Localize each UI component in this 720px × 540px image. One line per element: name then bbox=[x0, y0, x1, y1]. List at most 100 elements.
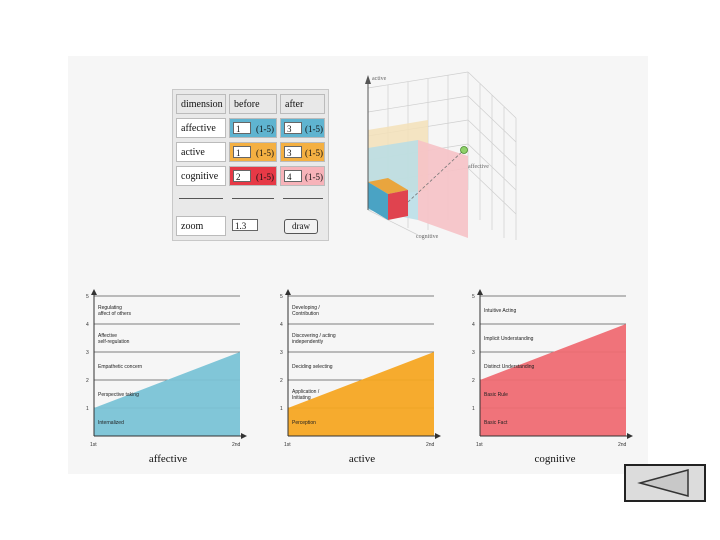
axis-label-affective: affective bbox=[468, 163, 489, 170]
x-tick-label: 1st bbox=[476, 442, 483, 448]
axis-arrow-icon bbox=[365, 75, 371, 84]
before-box-side bbox=[368, 182, 388, 220]
level-label: Developing / bbox=[292, 305, 320, 311]
level-label: affect of others bbox=[98, 311, 131, 317]
level-label: Application / bbox=[292, 389, 320, 395]
range-hint: (1-5) bbox=[305, 148, 323, 158]
level-label: Internalized bbox=[98, 420, 124, 426]
range-hint: (1-5) bbox=[256, 124, 274, 134]
x-axis-arrow-icon bbox=[241, 433, 247, 439]
level-label: Perspective taking bbox=[98, 392, 139, 398]
chart-cognitive-xlabel: cognitive bbox=[534, 453, 576, 465]
chart-cognitive-svg: 1 2 3 4 5 Basic Fact Basic Rule Distinct Unders… bbox=[472, 289, 633, 448]
back-triangle-icon bbox=[637, 469, 689, 497]
zoom-cell: 1.3 bbox=[229, 216, 277, 236]
level-label: Empathetic concern bbox=[98, 364, 142, 370]
level-label: Distinct Understanding bbox=[484, 364, 535, 370]
level-label: Perception bbox=[292, 420, 316, 426]
range-hint: (1-5) bbox=[305, 172, 323, 182]
level-label: Contribution bbox=[292, 311, 319, 317]
y-tick-label: 3 bbox=[86, 350, 89, 356]
before-box-front bbox=[388, 190, 408, 220]
level-label: independently bbox=[292, 339, 324, 345]
cognitive-before-input[interactable]: 2 bbox=[233, 170, 251, 182]
active-before-input[interactable]: 1 bbox=[233, 146, 251, 158]
y-tick-label: 5 bbox=[86, 294, 89, 300]
y-axis-arrow-icon bbox=[285, 289, 291, 295]
chart-affective: 1 2 3 4 5 Internalized Perspective taking Empat… bbox=[84, 286, 249, 456]
y-tick-label: 5 bbox=[280, 294, 283, 300]
x-tick-label: 2nd bbox=[232, 442, 241, 448]
y-tick-label: 1 bbox=[86, 406, 89, 412]
level-label: Initiating bbox=[292, 395, 311, 401]
change-vector bbox=[407, 149, 465, 203]
draw-cell: draw bbox=[280, 216, 325, 236]
level-label: Basic Rule bbox=[484, 392, 508, 398]
separator-line bbox=[232, 198, 274, 199]
x-tick-label: 2nd bbox=[426, 442, 435, 448]
active-after-cell: 3 (1-5) bbox=[280, 142, 325, 162]
active-after-input[interactable]: 3 bbox=[284, 146, 302, 158]
level-label: Deciding selecting bbox=[292, 364, 333, 370]
cognitive-before-cell: 2 (1-5) bbox=[229, 166, 277, 186]
range-hint: (1-5) bbox=[256, 148, 274, 158]
row-label-cognitive: cognitive bbox=[176, 166, 226, 186]
y-tick-label: 2 bbox=[280, 378, 283, 384]
range-hint: (1-5) bbox=[256, 172, 274, 182]
y-tick-label: 4 bbox=[280, 322, 283, 328]
x-axis-arrow-icon bbox=[435, 433, 441, 439]
x-tick-label: 1st bbox=[284, 442, 291, 448]
affective-before-input[interactable]: 1 bbox=[233, 122, 251, 134]
y-tick-label: 5 bbox=[472, 294, 475, 300]
before-box-top bbox=[368, 178, 408, 194]
y-tick-label: 4 bbox=[86, 322, 89, 328]
y-tick-label: 3 bbox=[472, 350, 475, 356]
x-tick-label: 1st bbox=[90, 442, 97, 448]
active-before-cell: 1 (1-5) bbox=[229, 142, 277, 162]
y-tick-label: 1 bbox=[472, 406, 475, 412]
x-axis-arrow-icon bbox=[627, 433, 633, 439]
content-panel: dimension before after affective 1 (1-5)… bbox=[68, 56, 648, 474]
dimension-controls-table: dimension before after affective 1 (1-5)… bbox=[172, 89, 329, 241]
zoom-input[interactable]: 1.3 bbox=[232, 219, 258, 231]
separator-line bbox=[179, 198, 223, 199]
chart-affective-xlabel: affective bbox=[148, 453, 188, 465]
level-label: Intuitive Acting bbox=[484, 308, 516, 314]
level-label: self-regulation bbox=[98, 339, 130, 345]
chart-active: 1 2 3 4 5 Perception Application / Initiating De… bbox=[278, 286, 443, 456]
y-axis-arrow-icon bbox=[91, 289, 97, 295]
affective-after-input[interactable]: 3 bbox=[284, 122, 302, 134]
chart-active-svg: 1 2 3 4 5 Perception Application /Initiating De… bbox=[280, 289, 441, 448]
after-box-cognitive-face bbox=[418, 140, 468, 238]
header-dimension: dimension bbox=[176, 94, 226, 114]
area-fill bbox=[480, 324, 626, 436]
separator-line bbox=[283, 198, 323, 199]
level-label: Discovering / acting bbox=[292, 333, 336, 339]
chart-active-xlabel: active bbox=[348, 453, 376, 465]
after-point-marker bbox=[460, 146, 468, 154]
y-axis-arrow-icon bbox=[477, 289, 483, 295]
area-fill bbox=[94, 352, 240, 436]
zoom-label: zoom bbox=[176, 216, 226, 236]
row-label-affective: affective bbox=[176, 118, 226, 138]
row-label-active: active bbox=[176, 142, 226, 162]
3d-cube-plot[interactable]: active affective cognitive bbox=[356, 70, 526, 240]
affective-before-cell: 1 (1-5) bbox=[229, 118, 277, 138]
chart-affective-svg: 1 2 3 4 5 Internalized Perspective taking Empat… bbox=[86, 289, 247, 448]
range-hint: (1-5) bbox=[305, 124, 323, 134]
cognitive-after-input[interactable]: 4 bbox=[284, 170, 302, 182]
draw-button[interactable]: draw bbox=[284, 219, 318, 234]
header-before: before bbox=[229, 94, 277, 114]
y-tick-label: 4 bbox=[472, 322, 475, 328]
level-label: Regulating bbox=[98, 305, 122, 311]
back-button[interactable] bbox=[624, 464, 706, 502]
chart-cognitive: 1 2 3 4 5 Basic Fact Basic Rule Distinct Unders… bbox=[470, 286, 635, 456]
y-tick-label: 3 bbox=[280, 350, 283, 356]
level-label: Basic Fact bbox=[484, 420, 508, 426]
axis-label-cognitive: cognitive bbox=[416, 234, 439, 240]
axis-label-active: active bbox=[372, 76, 387, 82]
x-tick-label: 2nd bbox=[618, 442, 627, 448]
level-label: Implicit Understanding bbox=[484, 336, 534, 342]
cognitive-after-cell: 4 (1-5) bbox=[280, 166, 325, 186]
y-tick-label: 2 bbox=[86, 378, 89, 384]
